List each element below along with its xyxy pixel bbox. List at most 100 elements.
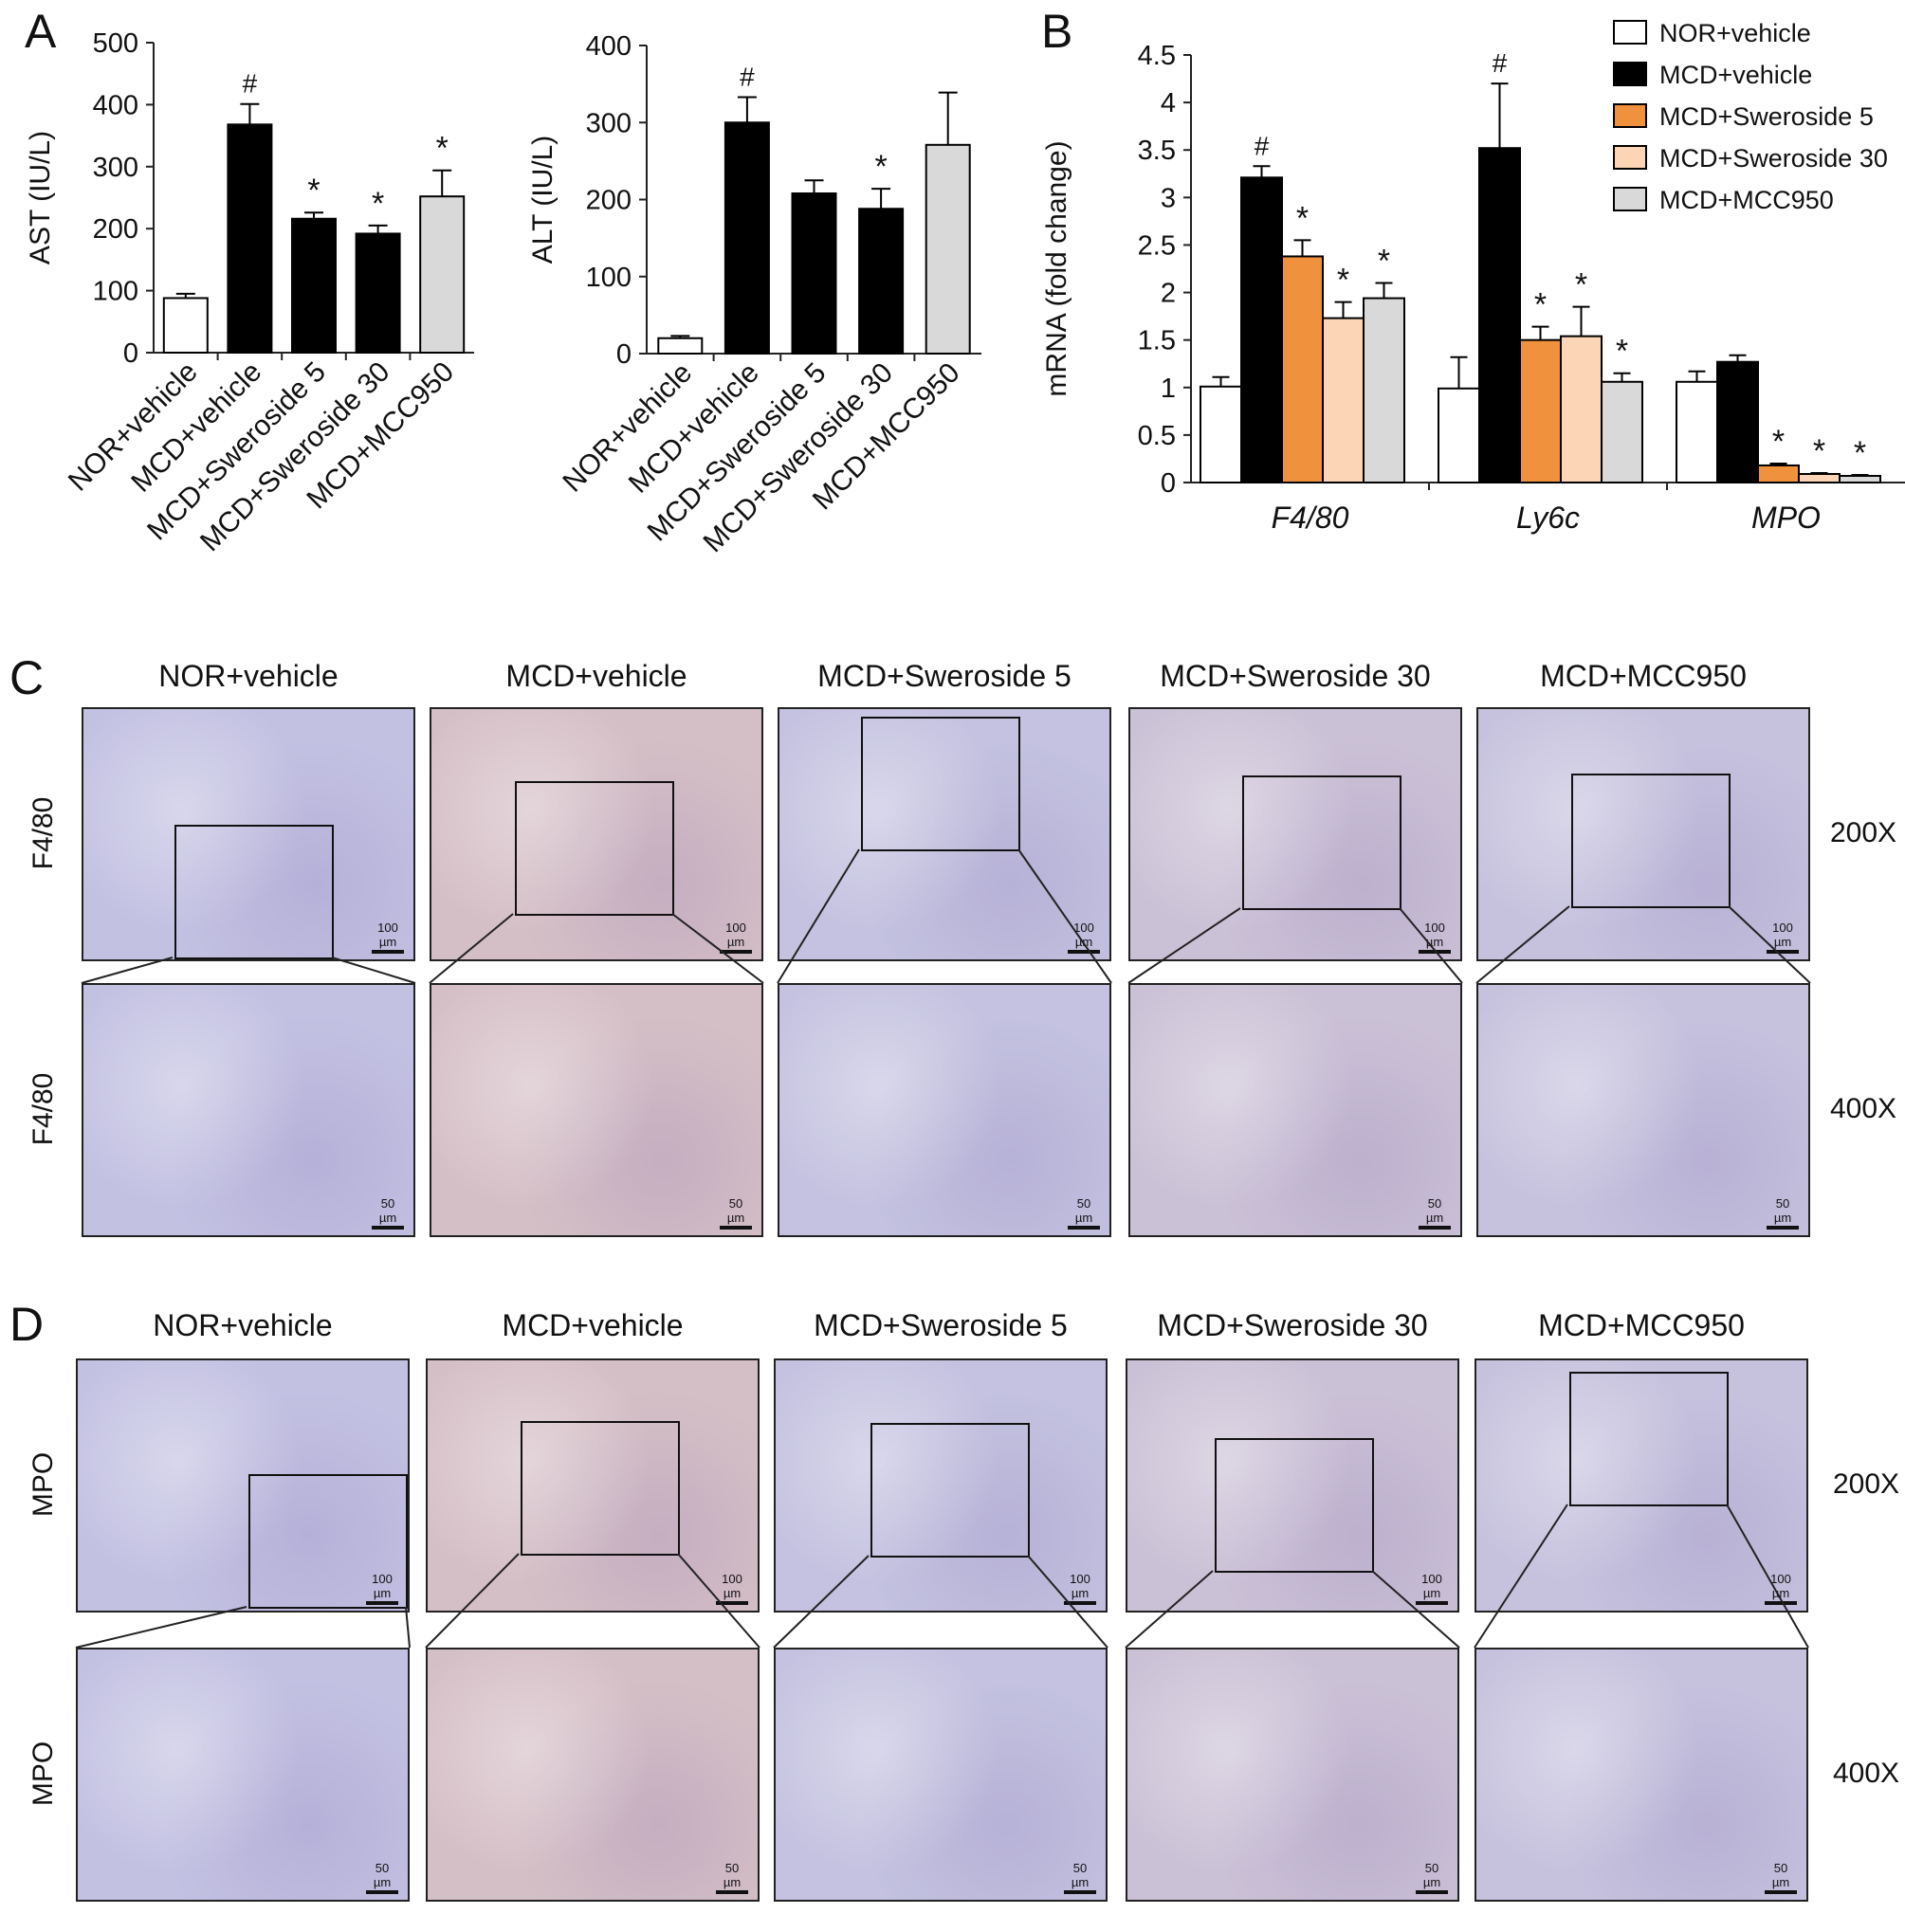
- scale-bar: 50 µm: [372, 1196, 404, 1230]
- y-tick-label: 0: [123, 338, 138, 369]
- y-tick-label: 100: [586, 263, 632, 293]
- scale-bar: 100 µm: [1765, 1572, 1797, 1605]
- scale-bar: 50 µm: [1064, 1861, 1096, 1894]
- scale-bar-label: 50 µm: [378, 1196, 397, 1225]
- magnification-label: 200X: [1833, 1468, 1900, 1500]
- zoom-region-box: [1571, 774, 1731, 908]
- scale-bar-label: 100 µm: [722, 1572, 742, 1600]
- scale-bar: 50 µm: [1416, 1861, 1448, 1894]
- scale-bar: 50 µm: [1068, 1196, 1100, 1230]
- micrograph: 50 µm: [1476, 983, 1810, 1237]
- legend-swatch: [1613, 103, 1647, 128]
- bar: [227, 123, 273, 354]
- x-tick-label: Ly6c: [1516, 501, 1580, 535]
- significance-mark: #: [1255, 131, 1270, 160]
- column-title: NOR+vehicle: [158, 659, 339, 693]
- scale-bar: 100 µm: [1064, 1572, 1096, 1605]
- y-tick-label: 300: [586, 108, 632, 138]
- chart-mrna: 0 0.5 1 1.5 2 2.5 3 3.5 4 4.5 mRNA (fold change) # *…: [1041, 19, 1905, 535]
- scale-bar-line: [1064, 1601, 1096, 1605]
- bar: [1716, 360, 1759, 483]
- scale-bar-line: [1068, 1226, 1100, 1230]
- bar: [1200, 385, 1242, 483]
- scale-bar-line: [720, 1226, 752, 1230]
- scale-bar: 50 µm: [720, 1196, 752, 1230]
- bar: [791, 192, 837, 355]
- column-title: MCD+MCC950: [1538, 1308, 1745, 1342]
- scale-bar: 100 µm: [716, 1572, 748, 1605]
- scale-bar-line: [1765, 1890, 1797, 1894]
- scale-bar: 100 µm: [720, 920, 752, 954]
- scale-bar-line: [1416, 1890, 1448, 1894]
- column-title: MCD+Sweroside 30: [1157, 1308, 1428, 1342]
- legend-swatch: [1613, 20, 1647, 45]
- significance-mark: *: [372, 186, 384, 222]
- micrograph: 50 µm: [774, 1648, 1108, 1902]
- legend-label: MCD+MCC950: [1659, 186, 1834, 214]
- y-tick-label: 4: [1161, 88, 1176, 118]
- micrograph: 100 µm: [774, 1358, 1108, 1613]
- bar: [1676, 380, 1718, 483]
- scale-bar-line: [366, 1890, 398, 1894]
- scale-bar-label: 50 µm: [1771, 1861, 1790, 1889]
- scale-bar-line: [1068, 950, 1100, 954]
- column-title: MCD+Sweroside 5: [814, 1308, 1068, 1342]
- bar: [1839, 474, 1881, 483]
- scale-bar: 100 µm: [1068, 920, 1100, 954]
- significance-mark: *: [874, 149, 887, 185]
- significance-mark: #: [1493, 48, 1508, 78]
- legend-swatch: [1613, 145, 1647, 170]
- y-tick-label: 500: [93, 28, 138, 59]
- significance-mark: *: [1772, 424, 1785, 460]
- panel-letter-a: A: [25, 5, 57, 58]
- bar: [1363, 297, 1405, 483]
- bar: [162, 297, 209, 354]
- significance-mark: *: [1534, 287, 1547, 323]
- y-tick-label: 0: [616, 339, 632, 370]
- column-title: MCD+vehicle: [505, 659, 687, 693]
- y-tick-label: 0: [1161, 468, 1176, 499]
- scale-bar: 50 µm: [1767, 1196, 1799, 1230]
- stain-label: F4/80: [27, 796, 59, 870]
- scale-bar-label: 100 µm: [1421, 1572, 1442, 1600]
- y-tick-label: 1: [1161, 374, 1176, 404]
- magnification-label: 200X: [1830, 817, 1897, 848]
- micrograph: 50 µm: [430, 983, 763, 1237]
- y-tick-label: 300: [93, 153, 138, 183]
- scale-bar: 50 µm: [1765, 1861, 1797, 1894]
- scale-bar-line: [1419, 1226, 1451, 1230]
- significance-mark: #: [740, 62, 755, 91]
- column-title: NOR+vehicle: [153, 1308, 333, 1342]
- zoom-region-box: [515, 781, 674, 916]
- magnification-label: 400X: [1830, 1093, 1897, 1124]
- bar: [1560, 335, 1603, 483]
- y-tick-label: 400: [586, 31, 632, 62]
- zoom-region-box: [870, 1423, 1030, 1558]
- scale-bar-line: [1416, 1601, 1448, 1605]
- micrograph: 100 µm: [82, 707, 415, 961]
- scale-bar: 50 µm: [1419, 1196, 1451, 1230]
- significance-mark: *: [1337, 263, 1349, 299]
- panel-letter-b: B: [1041, 5, 1073, 58]
- scale-bar-line: [1767, 950, 1799, 954]
- scale-bar-line: [716, 1890, 748, 1894]
- bar: [355, 232, 401, 355]
- scale-bar-label: 100 µm: [725, 920, 746, 949]
- column-title: MCD+Sweroside 5: [817, 659, 1072, 693]
- legend-label: MCD+Sweroside 30: [1659, 144, 1888, 173]
- scale-bar-line: [1419, 950, 1451, 954]
- y-tick-label: 2.5: [1138, 230, 1176, 261]
- significance-mark: *: [1854, 435, 1866, 471]
- micrograph: 100 µm: [1128, 707, 1462, 961]
- y-tick-label: 3.5: [1138, 136, 1176, 166]
- significance-mark: *: [307, 173, 320, 209]
- y-tick-label: 4.5: [1138, 41, 1176, 71]
- scale-bar: 100 µm: [372, 920, 404, 954]
- scale-bar-label: 50 µm: [1425, 1196, 1444, 1225]
- zoom-region-box: [861, 717, 1020, 851]
- y-axis-label: mRNA (fold change): [1041, 140, 1072, 396]
- stain-label: MPO: [27, 1451, 59, 1518]
